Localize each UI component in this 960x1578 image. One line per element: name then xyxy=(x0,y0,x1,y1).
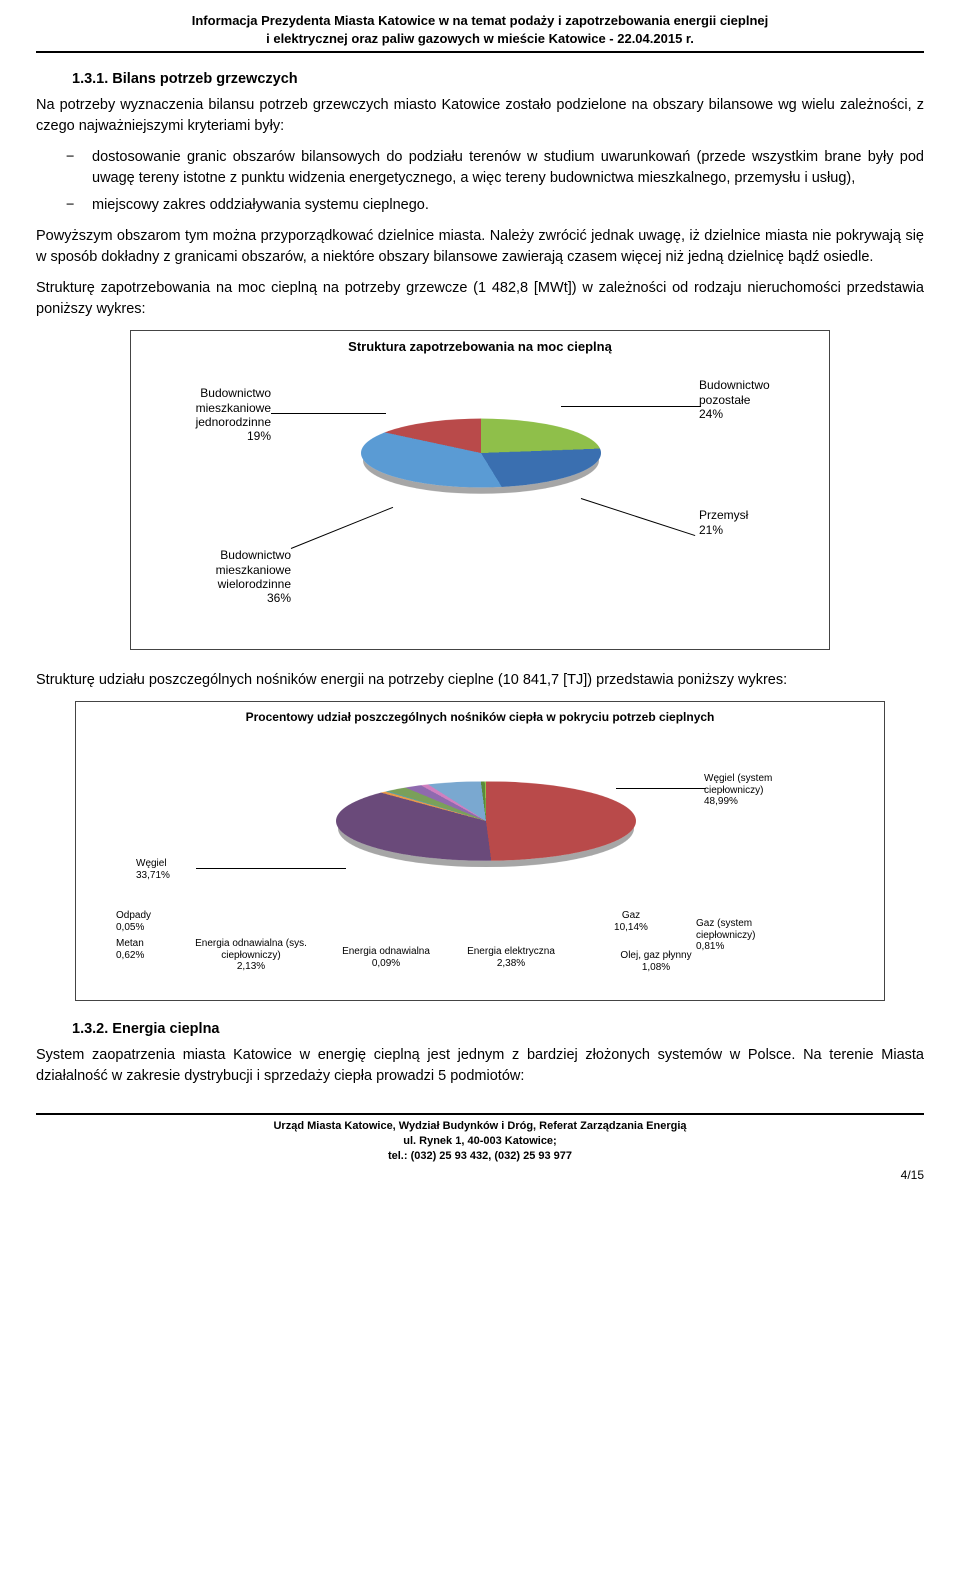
chart2-label-odnawialna: Energia odnawialna 0,09% xyxy=(331,946,441,969)
lbl-text: Energia odnawialna (sys. ciepłowniczy) xyxy=(195,938,307,961)
lbl-text: Węgiel xyxy=(136,858,167,869)
lbl-pct: 0,62% xyxy=(116,950,144,961)
lbl-pct: 10,14% xyxy=(614,922,648,933)
chart2-label-metan: Metan 0,62% xyxy=(116,938,171,961)
chart-heat-demand-structure: Struktura zapotrzebowania na moc cieplną… xyxy=(130,330,830,650)
paragraph-chart1-intro: Strukturę zapotrzebowania na moc cieplną… xyxy=(36,278,924,320)
lbl-pct: 24% xyxy=(699,407,809,421)
chart2-label-odpady: Odpady 0,05% xyxy=(116,910,176,933)
footer-line3: tel.: (032) 25 93 432, (032) 25 93 977 xyxy=(388,1150,572,1162)
chart2-body: Węgiel (system ciepłowniczy) 48,99% Węgi… xyxy=(76,728,884,978)
lbl-pct: 21% xyxy=(699,523,789,537)
lbl-pct: 0,09% xyxy=(372,958,400,969)
lbl-text: Odpady xyxy=(116,910,151,921)
lbl-pct: 36% xyxy=(161,591,291,605)
chart2-title: Procentowy udział poszczególnych nośnikó… xyxy=(76,702,884,728)
lbl-text: Budownictwo pozostałe xyxy=(699,378,770,406)
chart1-label-jednorodzinne: Budownictwo mieszkaniowe jednorodzinne 1… xyxy=(141,386,271,444)
chart1-label-pozostale: Budownictwo pozostałe 24% xyxy=(699,378,809,421)
pie-chart-icon xyxy=(361,419,601,488)
bullet-item: − miejscowy zakres oddziaływania systemu… xyxy=(66,195,924,216)
leader-line xyxy=(271,413,386,414)
dash-icon: − xyxy=(66,195,92,216)
lbl-pct: 2,13% xyxy=(237,961,265,972)
chart1-label-przemysl: Przemysł 21% xyxy=(699,508,789,537)
lbl-pct: 1,08% xyxy=(642,962,670,973)
subsection-heading: 1.3.2. Energia cieplna xyxy=(72,1021,924,1037)
leader-line xyxy=(581,498,695,536)
chart1-body: Budownictwo mieszkaniowe jednorodzinne 1… xyxy=(131,358,829,618)
page-number: 4/15 xyxy=(36,1168,924,1182)
document-footer: Urząd Miasta Katowice, Wydział Budynków … xyxy=(36,1115,924,1164)
chart2-label-olej: Olej, gaz płynny 1,08% xyxy=(606,950,706,973)
footer-line2: ul. Rynek 1, 40-003 Katowice; xyxy=(403,1135,556,1147)
lbl-text: Gaz xyxy=(622,910,640,921)
lbl-text: Olej, gaz płynny xyxy=(620,950,691,961)
chart2-label-wegiel-system: Węgiel (system ciepłowniczy) 48,99% xyxy=(704,773,814,808)
paragraph-areas: Powyższym obszarom tym można przyporządk… xyxy=(36,226,924,268)
pie-chart-icon xyxy=(336,782,636,861)
header-line2: i elektrycznej oraz paliw gazowych w mie… xyxy=(266,31,694,46)
leader-line xyxy=(196,868,346,869)
lbl-text: Budownictwo mieszkaniowe wielorodzinne xyxy=(216,548,291,591)
lbl-text: Energia elektryczna xyxy=(467,946,555,957)
chart2-label-odnawialna-sys: Energia odnawialna (sys. ciepłowniczy) 2… xyxy=(191,938,311,973)
paragraph-chart2-intro: Strukturę udziału poszczególnych nośnikó… xyxy=(36,670,924,691)
chart2-label-gaz: Gaz 10,14% xyxy=(601,910,661,933)
chart2-label-elektryczna: Energia elektryczna 2,38% xyxy=(456,946,566,969)
leader-line xyxy=(561,406,701,407)
lbl-pct: 33,71% xyxy=(136,870,170,881)
chart1-label-wielorodzinne: Budownictwo mieszkaniowe wielorodzinne 3… xyxy=(161,548,291,606)
lbl-text: Metan xyxy=(116,938,144,949)
lbl-text: Gaz (system ciepłowniczy) xyxy=(696,918,755,941)
lbl-text: Budownictwo mieszkaniowe jednorodzinne xyxy=(196,386,271,429)
document-header: Informacja Prezydenta Miasta Katowice w … xyxy=(36,12,924,53)
lbl-pct: 48,99% xyxy=(704,796,738,807)
chart-energy-carriers-share: Procentowy udział poszczególnych nośnikó… xyxy=(75,701,885,1001)
lbl-pct: 19% xyxy=(141,429,271,443)
chart2-label-gaz-system: Gaz (system ciepłowniczy) 0,81% xyxy=(696,918,786,953)
header-line1: Informacja Prezydenta Miasta Katowice w … xyxy=(192,13,769,28)
lbl-pct: 2,38% xyxy=(497,958,525,969)
paragraph-energia-cieplna: System zaopatrzenia miasta Katowice w en… xyxy=(36,1045,924,1087)
bullet-text: miejscowy zakres oddziaływania systemu c… xyxy=(92,195,924,216)
paragraph-intro: Na potrzeby wyznaczenia bilansu potrzeb … xyxy=(36,95,924,137)
lbl-text: Przemysł xyxy=(699,508,748,522)
chart2-label-wegiel: Węgiel 33,71% xyxy=(136,858,196,881)
footer-line1: Urząd Miasta Katowice, Wydział Budynków … xyxy=(273,1120,686,1132)
lbl-pct: 0,05% xyxy=(116,922,144,933)
leader-line xyxy=(291,507,393,549)
dash-icon: − xyxy=(66,147,92,189)
bullet-text: dostosowanie granic obszarów bilansowych… xyxy=(92,147,924,189)
bullet-list: − dostosowanie granic obszarów bilansowy… xyxy=(66,147,924,216)
bullet-item: − dostosowanie granic obszarów bilansowy… xyxy=(66,147,924,189)
chart1-title: Struktura zapotrzebowania na moc cieplną xyxy=(131,331,829,358)
leader-line xyxy=(616,788,706,789)
lbl-text: Węgiel (system ciepłowniczy) xyxy=(704,773,772,796)
lbl-text: Energia odnawialna xyxy=(342,946,430,957)
section-heading: 1.3.1. Bilans potrzeb grzewczych xyxy=(72,71,924,87)
